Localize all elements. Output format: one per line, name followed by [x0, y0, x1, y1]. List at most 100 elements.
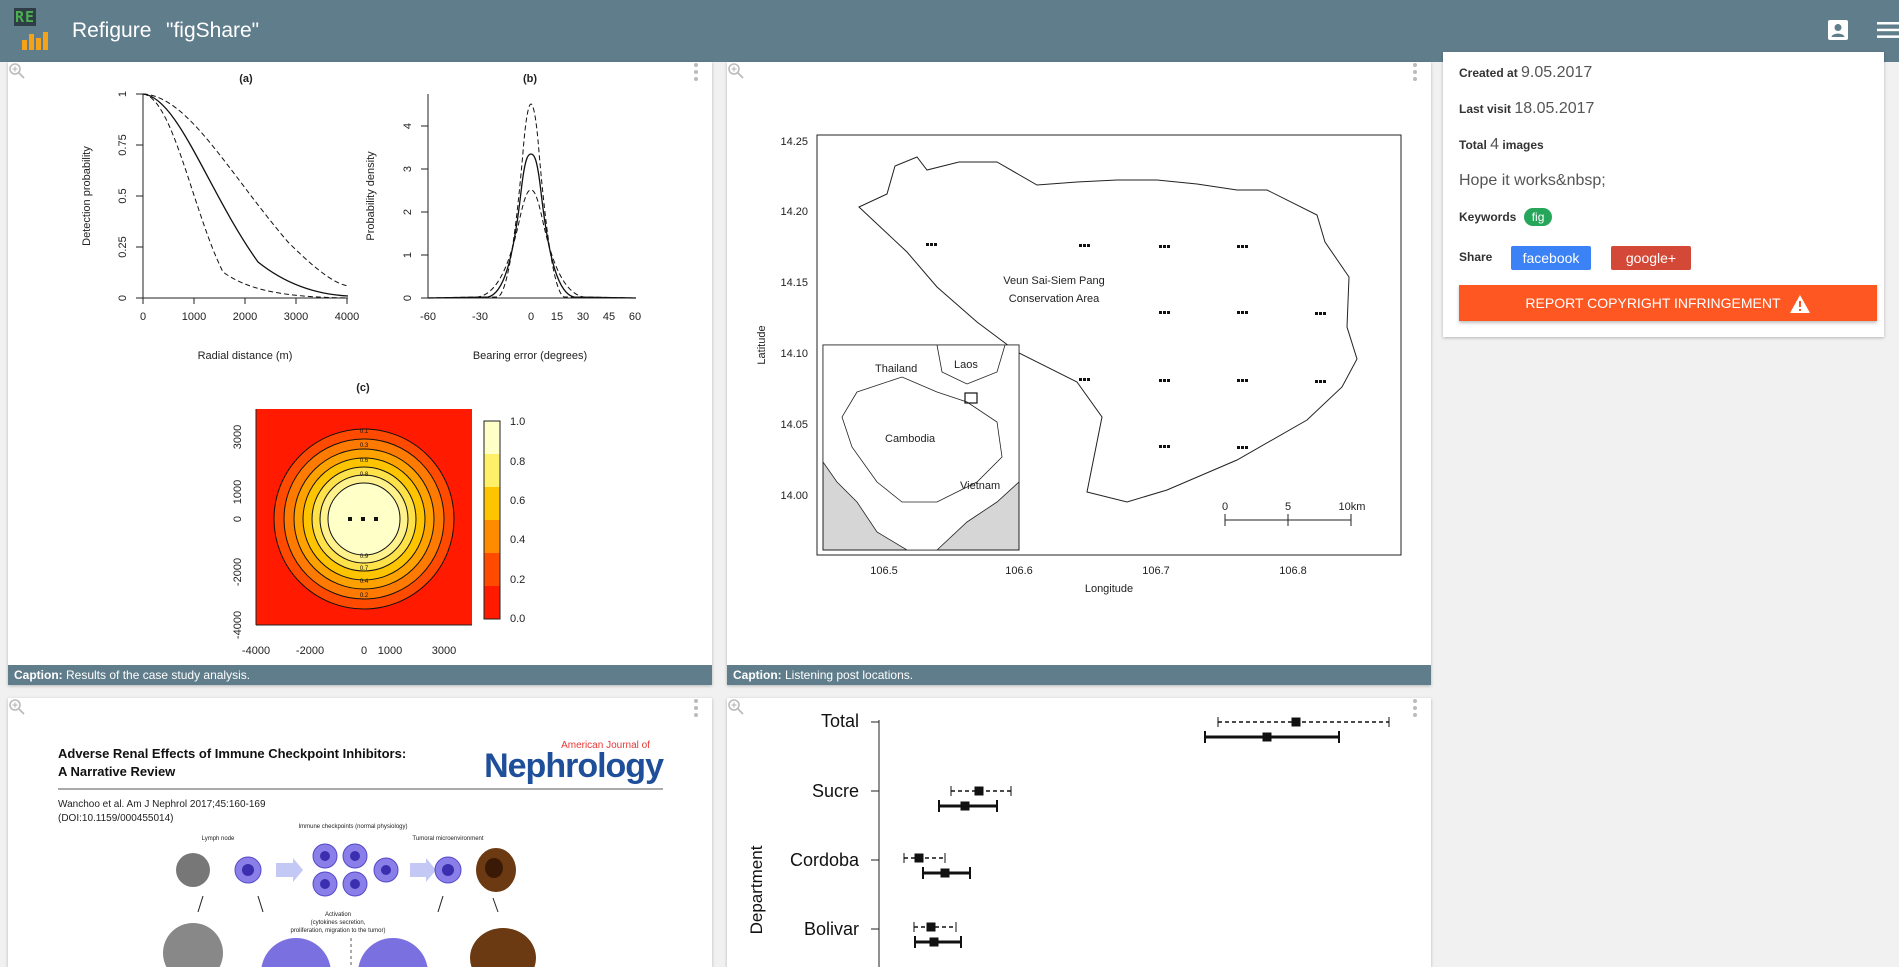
- zoom-icon[interactable]: [8, 698, 26, 716]
- svg-text:0.4: 0.4: [360, 579, 369, 585]
- svg-text:-30: -30: [472, 311, 488, 323]
- svg-text:14.05: 14.05: [780, 419, 808, 431]
- svg-text:0: 0: [528, 311, 534, 323]
- svg-text:30: 30: [577, 311, 589, 323]
- heatmap: 0.1 0.3 0.6 0.8 0.9 0.7 0.4 0.2: [256, 409, 472, 625]
- panel-c-label: (c): [356, 382, 370, 394]
- svg-text:Bolivar: Bolivar: [804, 919, 859, 939]
- svg-text:14.00: 14.00: [780, 490, 808, 502]
- more-vert-icon[interactable]: [1412, 62, 1418, 82]
- colorbar: 1.0 0.8 0.6 0.4 0.2 0.0: [483, 416, 525, 625]
- panel-a-yticks: 0 0.25 0.5 0.75 1: [117, 91, 143, 301]
- svg-text:Tumoral microenvironment: Tumoral microenvironment: [412, 836, 483, 842]
- logo-letters: RE: [14, 8, 37, 26]
- svg-text:0: 0: [361, 645, 367, 657]
- svg-text:0.2: 0.2: [510, 574, 525, 586]
- svg-text:14.15: 14.15: [780, 277, 808, 289]
- illustration: Activation (cytokines secretion, prolife…: [163, 843, 536, 967]
- panel-b-yticks: 0 1 2 3 4: [402, 123, 428, 301]
- area-label-line-2: Conservation Area: [1009, 293, 1100, 305]
- svg-text:Vietnam: Vietnam: [960, 480, 1000, 492]
- more-vert-icon[interactable]: [693, 698, 699, 718]
- created-at: Created at 9.05.2017: [1459, 64, 1593, 81]
- description: Hope it works&nbsp;: [1459, 172, 1606, 189]
- panel-b-ylabel: Probability density: [365, 151, 377, 241]
- more-vert-icon[interactable]: [693, 62, 699, 82]
- figure-1-image: (a) 0 0.25 0.5 0.75 1 0 1000 2000 3000 4…: [81, 73, 641, 657]
- journal-logo: Nephrology: [484, 747, 664, 785]
- share-label: Share: [1459, 250, 1493, 264]
- zoom-icon[interactable]: [8, 62, 26, 80]
- svg-text:4000: 4000: [335, 311, 359, 323]
- svg-text:0.25: 0.25: [117, 236, 129, 257]
- panel-a-label: (a): [239, 73, 253, 85]
- conservation-area-outline: [858, 156, 1358, 503]
- map-ylabel: Latitude: [756, 325, 768, 364]
- svg-text:0.8: 0.8: [360, 472, 369, 478]
- svg-text:Activation: Activation: [325, 912, 351, 918]
- svg-text:0: 0: [1222, 501, 1228, 513]
- figure-4-image: Total Sucre Cordoba Bolivar Department: [747, 711, 1390, 967]
- svg-text:0.0: 0.0: [510, 613, 525, 625]
- svg-text:Cordoba: Cordoba: [790, 850, 860, 870]
- svg-text:106.5: 106.5: [870, 565, 898, 577]
- figure-card-3[interactable]: Adverse Renal Effects of Immune Checkpoi…: [8, 698, 712, 967]
- menu-icon[interactable]: [1877, 21, 1899, 39]
- svg-text:1000: 1000: [232, 480, 244, 504]
- svg-text:5: 5: [1285, 501, 1291, 513]
- figure-card-4[interactable]: Total Sucre Cordoba Bolivar Department: [727, 698, 1431, 967]
- svg-text:0.5: 0.5: [117, 188, 129, 203]
- svg-text:3000: 3000: [284, 311, 308, 323]
- panel-c-yticks: -4000 -2000 0 1000 3000: [232, 425, 244, 639]
- svg-text:Wanchoo et al. Am J Nephrol 20: Wanchoo et al. Am J Nephrol 2017;45:160-…: [58, 799, 266, 810]
- svg-text:1: 1: [117, 91, 129, 97]
- panel-b-xticks: -60 -30 0 15 30 45 60: [420, 311, 641, 323]
- figure-2-caption: Caption: Listening post locations.: [727, 665, 1431, 685]
- svg-text:106.7: 106.7: [1142, 565, 1170, 577]
- svg-text:A Narrative Review: A Narrative Review: [58, 764, 176, 779]
- svg-text:10km: 10km: [1339, 501, 1366, 513]
- svg-text:3: 3: [402, 166, 414, 172]
- panel-b-label: (b): [523, 73, 537, 85]
- svg-text:0: 0: [117, 295, 129, 301]
- svg-text:0.7: 0.7: [360, 566, 369, 572]
- svg-text:-60: -60: [420, 311, 436, 323]
- forest-ylabel: Department: [747, 845, 766, 934]
- svg-text:0.2: 0.2: [360, 593, 369, 599]
- zoom-icon[interactable]: [727, 698, 745, 716]
- svg-text:Sucre: Sucre: [812, 781, 859, 801]
- search-query: "figShare": [166, 19, 260, 42]
- figure-card-2[interactable]: 14.25 14.20 14.15 14.10 14.05 14.00 106.…: [727, 62, 1431, 685]
- facebook-share-button[interactable]: facebook: [1511, 246, 1591, 270]
- figure-card-1[interactable]: (a) 0 0.25 0.5 0.75 1 0 1000 2000 3000 4…: [8, 62, 712, 685]
- svg-text:14.10: 14.10: [780, 348, 808, 360]
- panel-a-xticks: 0 1000 2000 3000 4000: [140, 298, 359, 323]
- svg-text:0.6: 0.6: [510, 495, 525, 507]
- svg-text:1000: 1000: [182, 311, 206, 323]
- last-visit: Last visit 18.05.2017: [1459, 100, 1595, 117]
- map-xticks: 106.5 106.6 106.7 106.8: [870, 565, 1307, 577]
- detection-upper-bound: [142, 93, 349, 287]
- account-icon[interactable]: [1827, 19, 1849, 41]
- refigure-logo[interactable]: RE: [14, 8, 54, 52]
- keyword-chip[interactable]: fig: [1523, 208, 1553, 226]
- svg-text:Cambodia: Cambodia: [885, 433, 936, 445]
- app-title[interactable]: Refigure: [72, 19, 152, 42]
- svg-text:106.6: 106.6: [1005, 565, 1033, 577]
- svg-text:15: 15: [551, 311, 563, 323]
- more-vert-icon[interactable]: [1412, 698, 1418, 718]
- svg-text:0.6: 0.6: [360, 458, 369, 464]
- detection-curve: [142, 93, 349, 297]
- svg-text:3000: 3000: [232, 425, 244, 449]
- svg-text:0.3: 0.3: [360, 443, 369, 449]
- report-copyright-button[interactable]: Report copyright infringement: [1459, 285, 1877, 321]
- figure-2-image: 14.25 14.20 14.15 14.10 14.05 14.00 106.…: [756, 134, 1402, 595]
- bearing-upper-bound: [427, 103, 637, 299]
- svg-text:(cytokines secretion,: (cytokines secretion,: [311, 920, 366, 926]
- zoom-icon[interactable]: [727, 62, 745, 80]
- panel-a-xlabel: Radial distance (m): [198, 350, 293, 362]
- svg-text:-4000: -4000: [232, 611, 244, 639]
- google-plus-share-button[interactable]: google+: [1611, 246, 1691, 270]
- svg-text:2000: 2000: [233, 311, 257, 323]
- svg-text:Laos: Laos: [954, 359, 978, 371]
